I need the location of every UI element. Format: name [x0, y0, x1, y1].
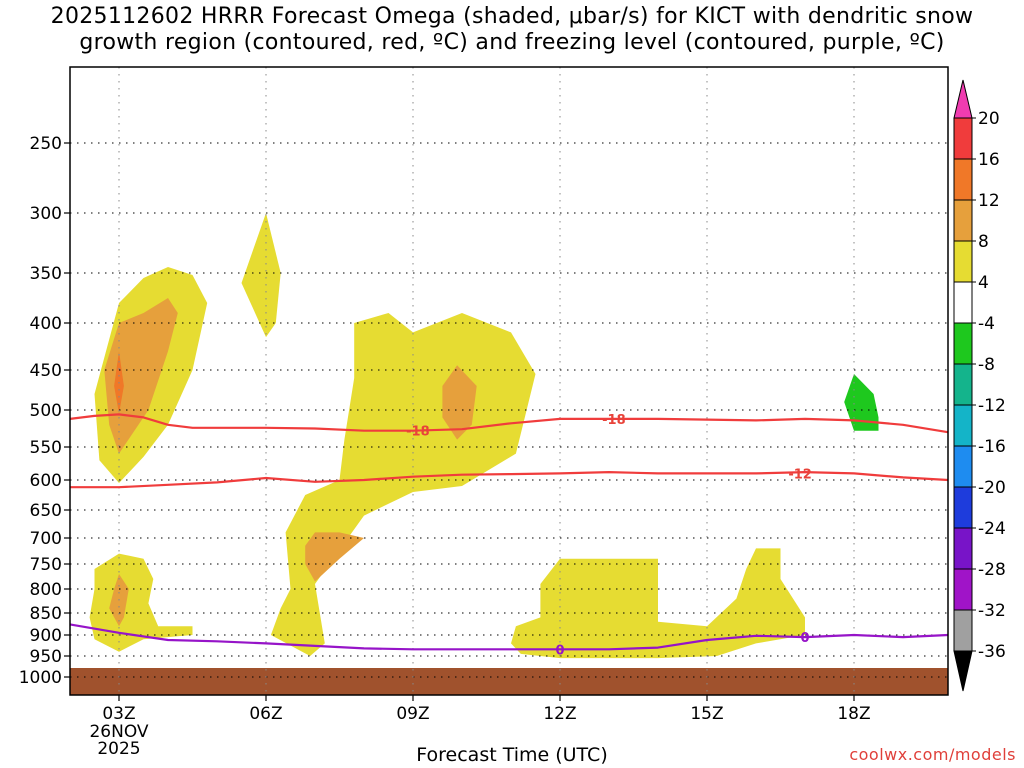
y-tick-label-950: 950 [30, 647, 62, 667]
x-tick-label-03Z: 03Z [102, 704, 135, 724]
y-tick-label-550: 550 [30, 438, 62, 458]
colorbar-bottom-arrow [953, 650, 973, 692]
colorbar-label-13: -36 [978, 642, 1006, 662]
y-tick-label-850: 850 [30, 604, 62, 624]
y-tick-label-650: 650 [30, 501, 62, 521]
colorbar-label-11: -28 [978, 560, 1006, 580]
contour-labels: -18 -18 -12 0 0 [406, 413, 812, 658]
x-tick-label-12Z: 12Z [543, 704, 576, 724]
y-tick-label-800: 800 [30, 580, 62, 600]
y-tick-label-250: 250 [30, 134, 62, 154]
colorbar-box-7 [953, 363, 973, 406]
credit-text: coolwx.com/models [849, 745, 1016, 764]
contour-label-c18: -18 [406, 425, 430, 440]
x-tick-label-18Z: 18Z [837, 704, 870, 724]
colorbar-label-8: -16 [978, 437, 1006, 457]
omega-region-4 [270, 313, 536, 656]
x-tick-label-09Z: 09Z [396, 704, 429, 724]
colorbar-box-2 [953, 158, 973, 201]
contour-label-c0b: 0 [800, 631, 809, 646]
y-tick-label-400: 400 [30, 314, 62, 334]
ground-surface [70, 668, 948, 695]
x-tick-sublabel-0: 26NOV [89, 722, 148, 742]
colorbar-label-4: 4 [978, 273, 989, 293]
colorbar-label-1: 16 [978, 150, 1000, 170]
y-tick-label-450: 450 [30, 361, 62, 381]
omega-region-7 [89, 553, 193, 652]
colorbar-box-5 [953, 281, 973, 324]
colorbar-label-6: -8 [978, 355, 995, 375]
colorbar-box-10 [953, 486, 973, 529]
y-tick-label-600: 600 [30, 471, 62, 491]
y-tick-label-350: 350 [30, 264, 62, 284]
title-line-2: growth region (contoured, red, ºC) and f… [79, 30, 945, 55]
colorbar: 20 16 12 8 4 -4 -8 -12 -16 -20 -24 -28 -32 -36 [953, 79, 1006, 692]
colorbar-label-0: 20 [978, 109, 1000, 129]
colorbar-box-3 [953, 199, 973, 242]
contour-lines [69, 413, 949, 651]
title-line-1: 2025112602 HRRR Forecast Omega (shaded, … [50, 4, 974, 29]
colorbar-box-9 [953, 445, 973, 488]
colorbar-label-5: -4 [978, 314, 995, 334]
contour-0-2 [69, 623, 949, 651]
omega-region-6 [305, 532, 364, 582]
colorbar-top-arrow [953, 79, 973, 119]
y-tick-label-1000: 1000 [19, 668, 62, 688]
y-tick-label-750: 750 [30, 555, 62, 575]
contour-label-c18b: -18 [602, 413, 626, 428]
plot-frame [69, 66, 949, 696]
x-tick-label-15Z: 15Z [690, 704, 723, 724]
colorbar-box-6 [953, 322, 973, 365]
colorbar-box-11 [953, 527, 973, 570]
x-tick-label-06Z: 06Z [249, 704, 282, 724]
omega-region-5 [442, 365, 477, 440]
y-tick-label-900: 900 [30, 626, 62, 646]
colorbar-label-3: 8 [978, 232, 989, 252]
colorbar-label-10: -24 [978, 519, 1006, 539]
colorbar-label-9: -20 [978, 478, 1006, 498]
omega-region-9 [511, 548, 805, 659]
colorbar-box-12 [953, 568, 973, 611]
colorbar-box-13 [953, 609, 973, 652]
colorbar-box-4 [953, 240, 973, 283]
omega-region-10 [844, 374, 879, 431]
y-axis-ticks: 2503003504004505005506006507007508008509… [19, 134, 70, 688]
colorbar-box-8 [953, 404, 973, 447]
contour-label-c0: 0 [555, 643, 564, 658]
x-tick-sublabel-1: 2025 [97, 739, 140, 759]
contour--18-0 [69, 413, 949, 434]
y-tick-label-700: 700 [30, 529, 62, 549]
y-tick-label-300: 300 [30, 204, 62, 224]
x-axis-label: Forecast Time (UTC) [416, 744, 608, 766]
colorbar-label-2: 12 [978, 191, 1000, 211]
chart-title: 2025112602 HRRR Forecast Omega (shaded, … [0, 4, 1024, 56]
colorbar-box-1 [953, 117, 973, 160]
contour-label-c12: -12 [788, 467, 812, 482]
y-tick-label-500: 500 [30, 401, 62, 421]
colorbar-label-12: -32 [978, 601, 1006, 621]
omega-region-3 [241, 213, 281, 338]
contour--12-1 [70, 471, 949, 489]
omega-shading [89, 213, 879, 659]
colorbar-label-7: -12 [978, 396, 1006, 416]
